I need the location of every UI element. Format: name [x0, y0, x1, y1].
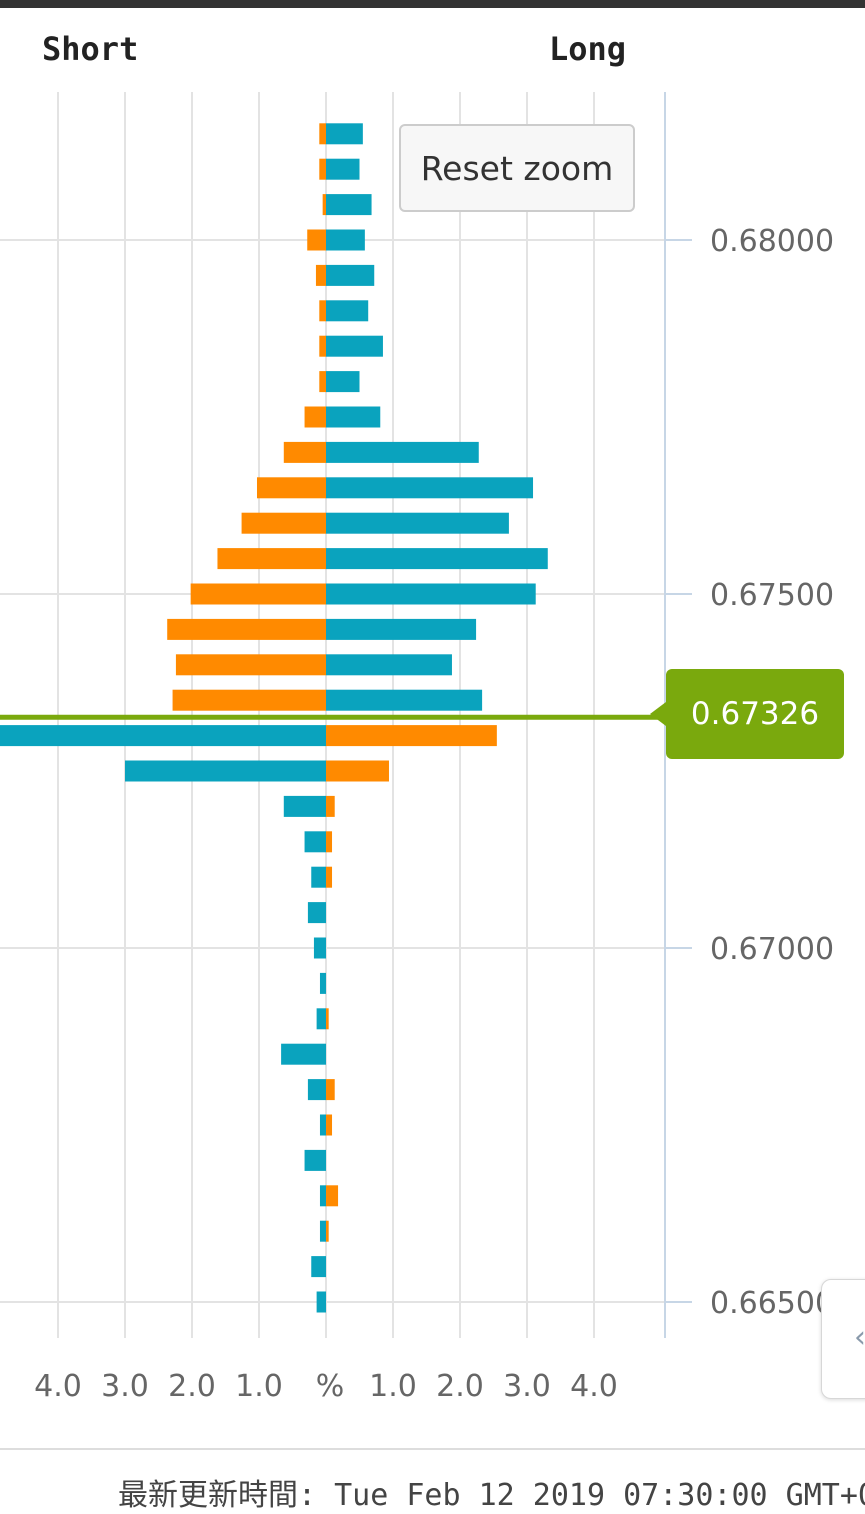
- orange-bar: [217, 548, 326, 570]
- teal-bar: [304, 831, 326, 853]
- orange-bar: [322, 194, 326, 216]
- x-tick-label: 4.0: [570, 1369, 618, 1404]
- top-bar: [0, 0, 865, 8]
- footer-divider: [0, 1448, 865, 1450]
- orange-bar: [326, 1220, 329, 1242]
- teal-bar: [307, 1079, 326, 1101]
- orange-bar: [256, 477, 326, 499]
- orange-bar: [190, 583, 326, 605]
- teal-bar: [316, 1008, 326, 1030]
- orange-bar: [175, 654, 326, 676]
- teal-bar: [319, 1185, 326, 1207]
- long-header: Long: [549, 30, 627, 68]
- teal-bar: [316, 1291, 326, 1313]
- orange-bar: [304, 406, 326, 428]
- teal-bar: [326, 548, 548, 570]
- x-tick-label: 3.0: [503, 1369, 551, 1404]
- x-tick-label: 2.0: [436, 1369, 484, 1404]
- teal-bar: [304, 1149, 326, 1171]
- price-tick-label: 0.66500: [710, 1286, 834, 1321]
- orange-bar: [319, 335, 326, 357]
- x-tick-label: 4.0: [34, 1369, 82, 1404]
- last-updated-text: 最新更新時間: Tue Feb 12 2019 07:30:00 GMT+090: [118, 1478, 865, 1513]
- price-tick-label: 0.67000: [710, 932, 834, 967]
- price-tick-label: 0.67500: [710, 578, 834, 613]
- orange-bar: [319, 158, 326, 180]
- orange-bar: [283, 441, 326, 463]
- teal-bar: [326, 406, 381, 428]
- orange-bar: [172, 689, 326, 711]
- orange-bar: [307, 229, 326, 251]
- orange-bar: [319, 300, 326, 322]
- teal-bar: [0, 725, 326, 747]
- teal-bar: [326, 158, 360, 180]
- teal-bar: [326, 335, 383, 357]
- orange-bar: [326, 795, 335, 817]
- orange-bar: [326, 831, 333, 853]
- teal-bar: [326, 689, 483, 711]
- teal-bar: [326, 512, 509, 534]
- teal-bar: [307, 902, 326, 924]
- teal-bar: [326, 583, 536, 605]
- orange-bar: [167, 618, 326, 640]
- teal-bar: [326, 123, 363, 145]
- price-tick-label: 0.68000: [710, 224, 834, 259]
- bars: [0, 123, 660, 1313]
- teal-bar: [326, 371, 360, 393]
- side-scroll-button[interactable]: ‹: [821, 1279, 865, 1399]
- teal-bar: [311, 1256, 326, 1278]
- x-tick-label: 1.0: [235, 1369, 283, 1404]
- teal-bar: [326, 477, 534, 499]
- teal-bar: [313, 937, 326, 959]
- teal-bar: [326, 300, 369, 322]
- teal-bar: [283, 795, 326, 817]
- x-tick-label: 1.0: [369, 1369, 417, 1404]
- x-tick-label: 2.0: [168, 1369, 216, 1404]
- orange-bar: [326, 866, 333, 888]
- teal-bar: [319, 1114, 326, 1136]
- x-tick-label: %: [316, 1369, 345, 1404]
- orange-bar: [326, 1114, 333, 1136]
- teal-bar: [319, 972, 326, 994]
- teal-bar: [319, 1220, 326, 1242]
- orange-bar: [315, 264, 326, 286]
- teal-bar: [125, 760, 326, 782]
- orange-bar: [241, 512, 326, 534]
- teal-bar: [311, 866, 326, 888]
- teal-bar: [326, 229, 365, 251]
- teal-bar: [326, 618, 477, 640]
- current-price-badge: 0.67326: [650, 669, 844, 759]
- short-header: Short: [42, 30, 139, 68]
- orange-bar: [326, 725, 497, 747]
- chevron-left-icon: ‹: [854, 1320, 865, 1355]
- orange-bar: [319, 371, 326, 393]
- x-tick-label: 3.0: [101, 1369, 149, 1404]
- teal-bar: [326, 654, 452, 676]
- orange-bar: [326, 1079, 335, 1101]
- orange-bar: [326, 760, 389, 782]
- reset-zoom-button[interactable]: Reset zoom: [399, 124, 635, 212]
- teal-bar: [326, 264, 375, 286]
- orange-bar: [326, 1185, 339, 1207]
- position-ratio-chart[interactable]: 0.68000 0.67500 0.67000 0.66500 4.0 3.0 2.0 1.…: [0, 0, 865, 1450]
- orange-bar: [319, 123, 326, 145]
- x-axis-ticks: 4.0 3.0 2.0 1.0% 1.0 2.0 3.0 4.0: [34, 1369, 618, 1404]
- price-axis: 0.68000 0.67500 0.67000 0.66500: [664, 92, 834, 1338]
- teal-bar: [326, 194, 372, 216]
- teal-bar: [281, 1043, 326, 1065]
- orange-bar: [326, 1008, 329, 1030]
- teal-bar: [326, 441, 479, 463]
